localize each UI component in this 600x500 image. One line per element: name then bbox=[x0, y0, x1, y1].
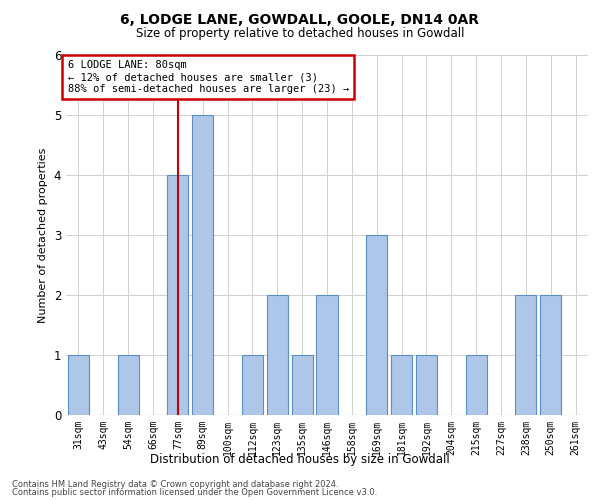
Bar bbox=[242, 355, 263, 415]
Text: 6, LODGE LANE, GOWDALL, GOOLE, DN14 0AR: 6, LODGE LANE, GOWDALL, GOOLE, DN14 0AR bbox=[121, 12, 479, 26]
Bar bbox=[540, 295, 561, 415]
Text: Size of property relative to detached houses in Gowdall: Size of property relative to detached ho… bbox=[136, 28, 464, 40]
Text: Contains public sector information licensed under the Open Government Licence v3: Contains public sector information licen… bbox=[12, 488, 377, 497]
Bar bbox=[466, 355, 487, 415]
Bar bbox=[316, 295, 338, 415]
Y-axis label: Number of detached properties: Number of detached properties bbox=[38, 148, 48, 322]
Text: 6 LODGE LANE: 80sqm
← 12% of detached houses are smaller (3)
88% of semi-detache: 6 LODGE LANE: 80sqm ← 12% of detached ho… bbox=[68, 60, 349, 94]
Bar bbox=[391, 355, 412, 415]
Bar bbox=[192, 115, 213, 415]
Text: Contains HM Land Registry data © Crown copyright and database right 2024.: Contains HM Land Registry data © Crown c… bbox=[12, 480, 338, 489]
Bar bbox=[292, 355, 313, 415]
Bar bbox=[416, 355, 437, 415]
Text: Distribution of detached houses by size in Gowdall: Distribution of detached houses by size … bbox=[150, 452, 450, 466]
Bar bbox=[515, 295, 536, 415]
Bar bbox=[366, 235, 387, 415]
Bar bbox=[167, 175, 188, 415]
Bar bbox=[118, 355, 139, 415]
Bar bbox=[68, 355, 89, 415]
Bar bbox=[267, 295, 288, 415]
